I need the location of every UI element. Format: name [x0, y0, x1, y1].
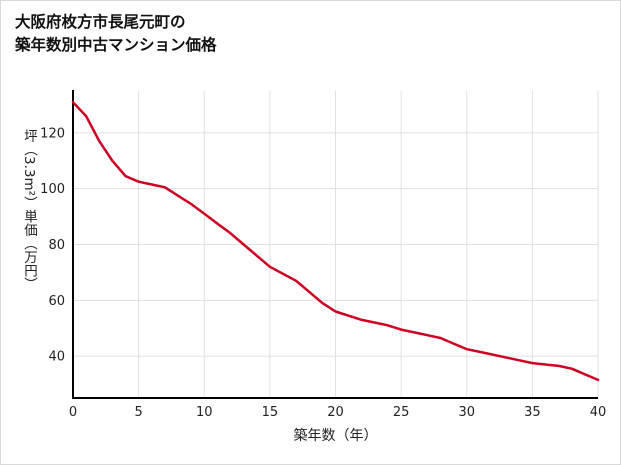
- y-tick-label: 40: [48, 350, 65, 365]
- chart-title-line2: 築年数別中古マンション価格: [15, 36, 217, 55]
- x-tick-label: 35: [524, 405, 541, 420]
- x-tick-label: 20: [327, 405, 344, 420]
- chart-title: 大阪府枚方市長尾元町の 築年数別中古マンション価格: [15, 11, 217, 58]
- y-tick-label: 120: [40, 126, 65, 141]
- chart-title-line1: 大阪府枚方市長尾元町の: [15, 13, 186, 31]
- x-tick-label: 5: [134, 405, 142, 420]
- x-tick-label: 15: [262, 405, 279, 420]
- y-axis-label: 坪（3.3m²）単価（万円）: [21, 129, 37, 291]
- y-tick-label: 80: [48, 238, 65, 253]
- x-tick-label: 40: [590, 405, 607, 420]
- x-axis-label: 築年数（年）: [293, 428, 378, 444]
- x-tick-label: 0: [69, 405, 77, 420]
- price-line: [71, 100, 600, 382]
- x-tick-label: 10: [196, 405, 213, 420]
- y-tick-label: 100: [40, 182, 65, 197]
- y-tick-label: 60: [48, 294, 65, 309]
- x-tick-label: 25: [393, 405, 410, 420]
- x-tick-label: 30: [458, 405, 475, 420]
